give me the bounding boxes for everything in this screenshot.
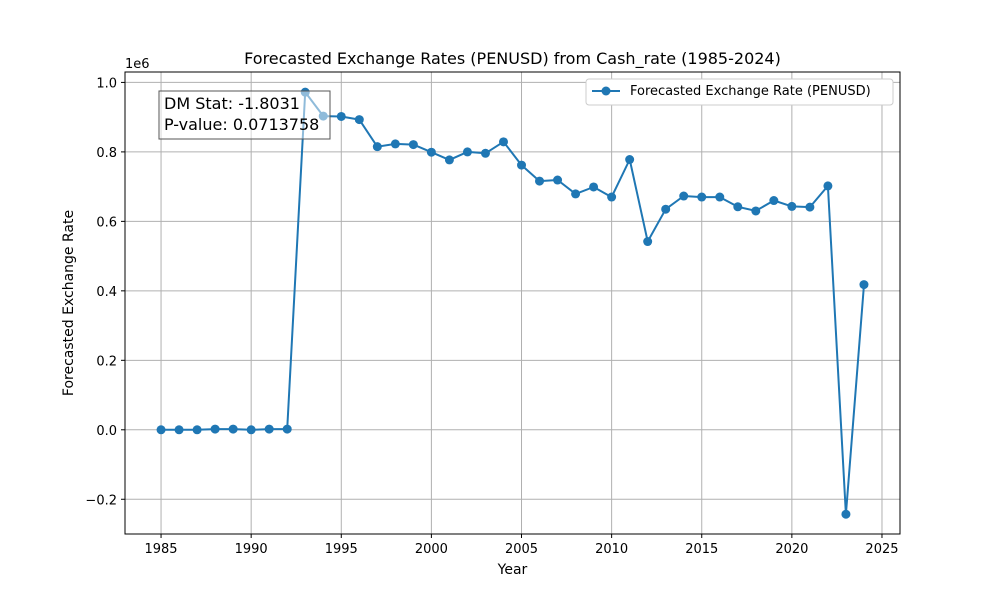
x-tick-label: 2005: [505, 542, 538, 557]
annotation-frame: [158, 90, 331, 140]
data-point: [607, 192, 617, 202]
x-tick-label: 2000: [415, 542, 448, 557]
series-line: [161, 91, 865, 516]
legend-marker: [601, 86, 611, 96]
y-tick-label: 0.6: [96, 215, 117, 230]
plot-frame: [124, 71, 901, 535]
x-tick-label: 2020: [775, 542, 808, 557]
y-tick-label: 0.4: [96, 285, 117, 300]
data-point: [823, 181, 833, 191]
data-point: [859, 280, 869, 290]
y-axis-label: Forecasted Exchange Rate: [61, 210, 77, 396]
data-point: [156, 425, 166, 435]
data-point: [571, 189, 581, 199]
data-point: [535, 176, 545, 186]
x-tick-label: 2010: [595, 542, 628, 557]
data-point: [733, 202, 743, 212]
data-point: [589, 182, 599, 192]
data-point: [408, 140, 418, 150]
y-tick-label: 1.0: [96, 76, 117, 91]
dm-stat-text: DM Stat: -1.8031: [164, 94, 300, 113]
data-point: [174, 425, 184, 435]
data-point: [715, 192, 725, 202]
x-tick-label: 1995: [325, 542, 358, 557]
legend-frame: [585, 78, 894, 106]
plot-area: [125, 72, 900, 534]
data-point: [553, 175, 563, 185]
data-point: [787, 201, 797, 211]
data-point: [643, 237, 653, 247]
data-point: [264, 424, 274, 434]
data-point: [841, 509, 851, 519]
x-tick-label: 1985: [144, 542, 177, 557]
data-point: [517, 160, 527, 170]
data-point: [228, 424, 238, 434]
data-point: [192, 425, 202, 435]
y-offset-text: 1e6: [125, 57, 150, 72]
x-axis-label: Year: [497, 562, 528, 578]
y-tick-label: 0.8: [96, 146, 117, 161]
axis-ticks: 1985 1990 1995 2000 2005 2010 2015 2020 2025 −0.2…: [85, 76, 898, 557]
chart-title: Forecasted Exchange Rates (PENUSD) from …: [244, 49, 781, 69]
data-point: [625, 155, 635, 165]
data-point: [246, 425, 256, 435]
annotation-box: DM Stat: -1.8031 P-value: 0.0713758: [158, 90, 331, 140]
data-point: [498, 137, 508, 147]
data-point: [336, 111, 346, 121]
data-point: [480, 148, 490, 158]
data-point: [751, 206, 761, 216]
data-point: [444, 155, 454, 165]
y-tick-label: 0.0: [96, 424, 117, 439]
p-value-text: P-value: 0.0713758: [164, 115, 319, 134]
data-point: [661, 204, 671, 214]
y-tick-label: −0.2: [85, 493, 117, 508]
data-point: [769, 196, 779, 206]
data-point: [462, 147, 472, 157]
data-point: [805, 202, 815, 212]
data-point: [697, 192, 707, 202]
data-point: [426, 147, 436, 157]
legend: Forecasted Exchange Rate (PENUSD): [585, 78, 894, 106]
x-tick-label: 1990: [235, 542, 268, 557]
x-tick-label: 2015: [685, 542, 718, 557]
x-tick-label: 2025: [865, 542, 898, 557]
data-point: [282, 424, 292, 434]
y-tick-label: 0.2: [96, 354, 117, 369]
legend-label: Forecasted Exchange Rate (PENUSD): [630, 84, 871, 99]
data-point: [390, 139, 400, 149]
data-point: [210, 424, 220, 434]
data-point: [679, 191, 689, 201]
data-point: [372, 142, 382, 152]
data-point: [354, 115, 364, 125]
